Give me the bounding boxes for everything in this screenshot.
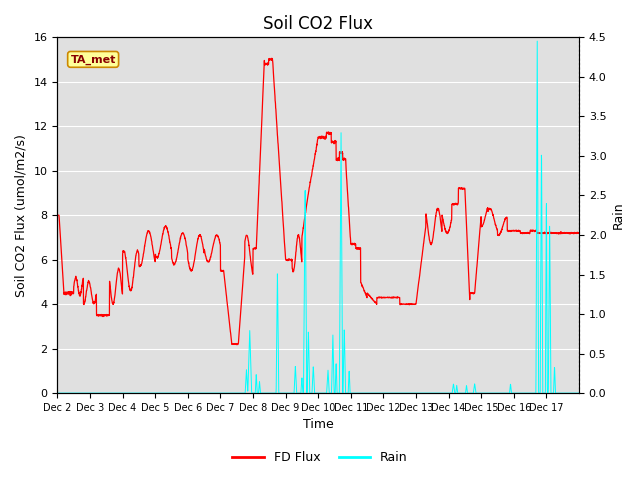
Title: Soil CO2 Flux: Soil CO2 Flux [263,15,373,33]
Y-axis label: Soil CO2 Flux (umol/m2/s): Soil CO2 Flux (umol/m2/s) [15,134,28,297]
Legend: FD Flux, Rain: FD Flux, Rain [227,446,413,469]
Text: TA_met: TA_met [70,54,116,64]
Y-axis label: Rain: Rain [612,202,625,229]
X-axis label: Time: Time [303,419,333,432]
